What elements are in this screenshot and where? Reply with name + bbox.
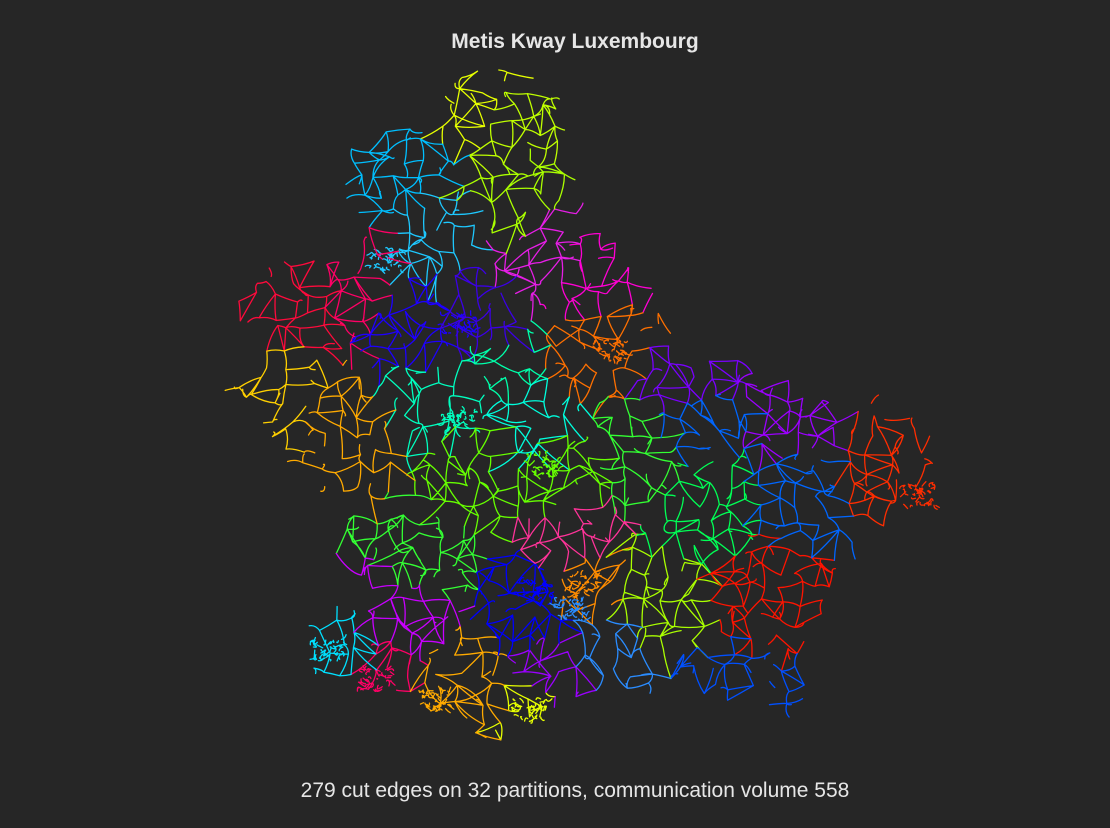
partition-25-roads [696,533,836,672]
partition-3-roads [345,128,471,229]
partition-5-roads [238,260,346,366]
partition-29-roads [549,596,672,694]
partition-26-roads [658,393,856,562]
partition-4-roads [364,190,494,305]
partition-16-roads [461,320,552,405]
partition-28-roads [469,549,584,657]
partition-30-roads [308,605,380,677]
partition-24-roads [833,394,940,527]
partition-15-roads [372,359,485,473]
partition-6-roads [324,226,429,693]
partition-17-roads [482,378,594,473]
partition-22-roads [224,346,329,453]
partition-7-roads [539,232,654,321]
partition-1-roads [419,69,556,741]
partition-32-roads [511,494,642,572]
partition-12-roads [439,266,535,365]
partition-13-roads [623,345,753,415]
chart-title: Metis Kway Luxembourg [451,30,699,53]
partition-21-roads [636,447,762,574]
partition-8-roads [485,202,584,322]
partition-23-roads [286,359,510,741]
partition-2-roads [468,91,566,179]
partition-9-roads [544,304,672,420]
chart-caption: 279 cut edges on 32 partitions, communic… [300,779,850,802]
partition-14-roads [506,372,859,708]
partition-27-roads [670,636,805,718]
partition-20-roads [335,395,687,602]
partition-18-roads [438,148,724,680]
partition-31-roads [335,552,476,662]
road-network [224,69,940,741]
partition-19-roads [406,425,620,543]
